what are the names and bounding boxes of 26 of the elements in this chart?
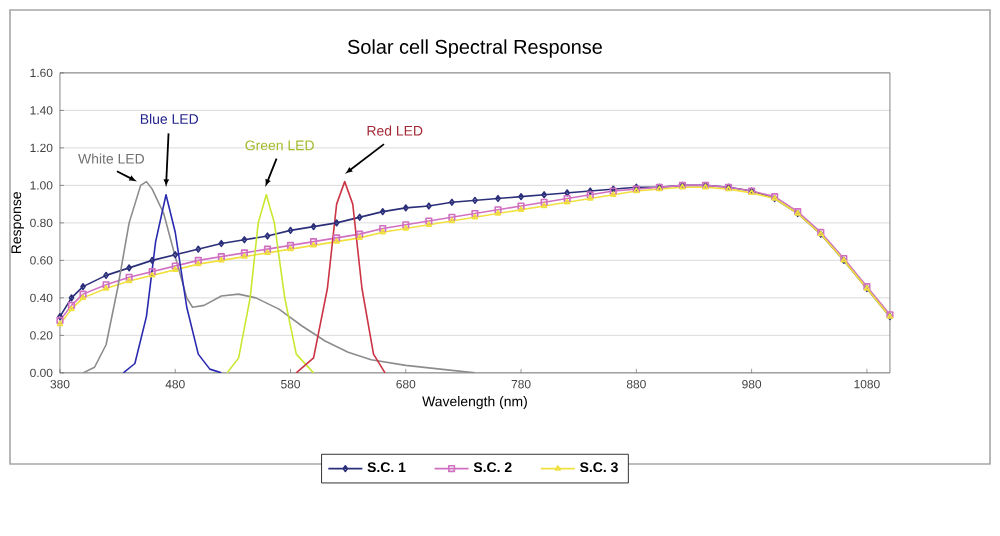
point [80,283,86,291]
point [518,193,524,201]
point [356,213,363,221]
point [449,198,455,206]
line-series [295,180,386,373]
point [425,202,432,210]
point [218,239,225,248]
point [402,204,409,212]
point [379,208,386,216]
point [241,236,248,244]
point [172,251,179,259]
point [149,256,156,264]
chart-title: Solar cell Spectral Response [347,39,602,58]
line-series [82,180,476,373]
line-series [122,193,223,373]
point [126,264,133,272]
point [287,226,294,234]
point [495,194,501,203]
point [541,191,548,199]
point [472,196,478,204]
point [103,271,109,279]
point [195,245,202,253]
point [333,219,340,227]
line-series [226,193,315,373]
point [68,294,75,302]
point [264,232,271,240]
